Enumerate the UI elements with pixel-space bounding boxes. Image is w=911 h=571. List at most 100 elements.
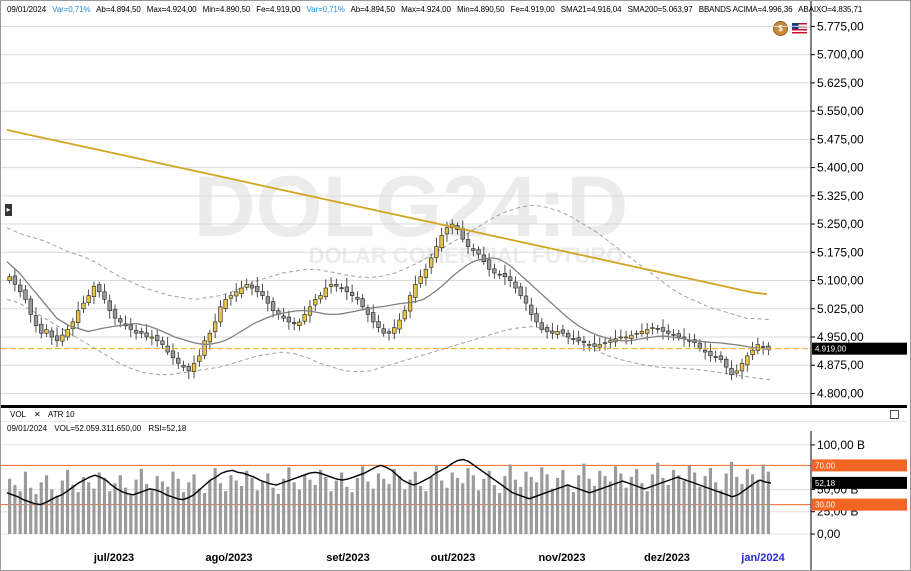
candle-body [70,321,76,330]
volume-bar [613,466,618,534]
candle-body [397,319,402,330]
volume-bar [656,462,660,534]
volume-bar [376,473,381,534]
volume-bar [308,479,312,534]
close-tab-icon[interactable]: ✕ [34,410,41,419]
info-var-2: Var=0,71% [306,5,345,14]
volume-bar [355,477,359,534]
volume-bar [18,491,22,534]
volume-bar [203,493,207,534]
volume-bar [181,492,186,534]
candle-body [697,342,703,349]
info-max: Max=4.924,00 [146,5,197,14]
rsi-lower-tag-label: 30,00 [815,501,836,510]
x-tick-label: out/2023 [430,552,476,564]
volume-bar [361,466,365,534]
volume-bar [766,471,770,534]
volume-bar [687,465,691,534]
coin-icon[interactable]: $ [773,21,788,36]
rsi-upper-tag-label: 70,00 [815,461,836,470]
candle-body [471,248,476,251]
volume-bar [282,478,286,534]
price-chart[interactable]: DOLG24:D DOLAR COMERCIAL FUTURO 5.775,00… [1,1,911,405]
candle-body [33,315,39,327]
candle-body [228,295,234,299]
candle-body [729,367,734,375]
lower-panel-header: VOL ✕ ATR 10 [1,408,907,422]
lower-date: 09/01/2024 [7,424,48,433]
candle-body [65,329,70,338]
candle-body [260,291,265,296]
volume-bar [213,468,217,534]
tab-atr[interactable]: ATR 10 [48,410,75,419]
volume-bar [592,485,597,534]
volume-bar [271,487,275,534]
volume-bar [487,470,491,534]
candle-body [513,281,518,289]
candle-body [581,340,587,343]
volume-bar [540,467,544,534]
volume-bar [761,464,765,534]
watermark-name: DOLAR COMERCIAL FUTURO [309,243,624,268]
volume-bar [350,492,354,534]
candle-body [544,327,550,332]
tab-vol[interactable]: VOL [10,410,27,419]
candle-body [381,328,386,334]
volume-bar [197,488,201,534]
volume-bar [534,482,539,534]
volume-bar [682,480,686,534]
volume-bar [603,476,607,534]
volume-bar [8,478,12,534]
candle-body [434,246,439,258]
candle-body [576,337,581,342]
candle-body [476,249,481,255]
candle-body [286,316,292,323]
scroll-handle-icon[interactable]: ▸ [5,204,12,216]
candle-body [281,315,286,319]
candle-body [439,235,444,249]
info-sma200: SMA200=5.063,97 [627,5,693,14]
candle-body [708,351,713,357]
volume-bar [703,476,707,534]
candle-body [413,283,418,298]
candle-body [676,333,681,338]
volume-bar [123,487,128,534]
candle-body [655,328,660,330]
volume-bar [34,493,38,534]
candle-body [402,310,407,320]
candle-body [429,257,434,268]
y-tick-label: 5.025,00 [817,302,864,316]
volume-bar [529,476,533,534]
panel-divider[interactable] [1,405,907,408]
volume-bar [429,476,433,534]
volume-bar [677,475,681,534]
volume-bar [508,464,512,534]
candle-body [97,284,102,293]
volume-bar [714,482,718,534]
y-tick-label: 5.775,00 [817,19,864,33]
volume-bar [587,478,591,534]
candle-body [12,275,18,285]
volume-rsi-chart[interactable]: 100,00 B50,00 B25,00 B0,0070,0052,1830,0… [1,431,911,571]
candle-body [181,364,186,368]
close-box-icon[interactable] [890,410,899,419]
volume-bar [97,472,101,534]
volume-bar [318,469,323,534]
candle-body [270,301,276,311]
candle-body [112,309,118,319]
volume-bar [561,469,565,534]
volume-bar [118,475,122,534]
info-sma21: SMA21=4.916,04 [560,5,622,14]
volume-bar [556,477,560,534]
volume-bar [139,468,143,534]
candle-body [334,283,339,287]
volume-bar [598,470,602,534]
candle-body [223,299,228,309]
candle-body [492,268,497,274]
candle-body [265,296,270,304]
candle-body [23,289,28,300]
volume-bar [619,473,623,534]
volume-bar [266,473,270,534]
volume-bar [87,482,91,534]
candle-body [634,332,639,335]
